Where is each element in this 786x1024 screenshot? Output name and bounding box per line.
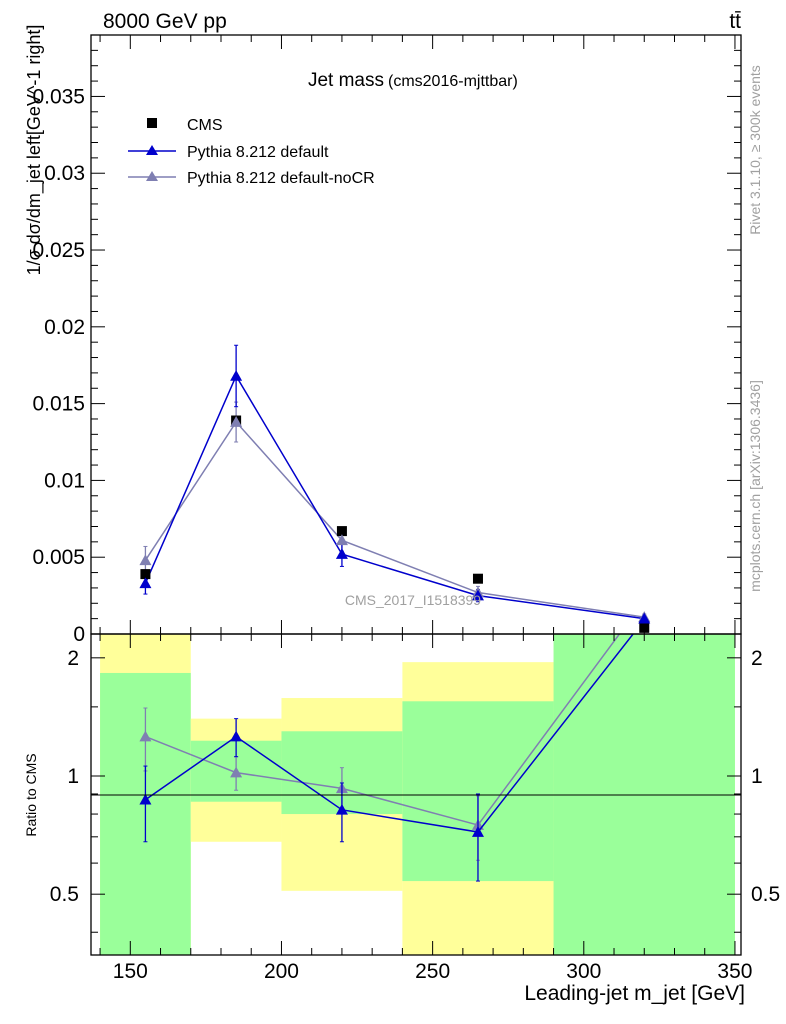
ratio-y-axis-label: Ratio to CMS [23,753,39,836]
main-series-layer [139,344,651,633]
main-y-tick-label: 0.015 [32,393,85,416]
header-left: 8000 GeV pp [103,10,227,33]
legend-label-cms: CMS [187,117,223,134]
ratio-point-nocr [139,730,152,742]
cms-data-point [336,526,347,537]
rivet-version-text: Rivet 3.1.10, ≥ 300k events [747,65,763,235]
main-point-default [230,369,243,381]
legend-label-nocr: Pythia 8.212 default-noCR [187,170,375,187]
ratio-point-default [230,730,243,742]
main-point-nocr [230,416,243,427]
main-point-default [335,548,348,559]
main-point-nocr [335,534,348,546]
ratio-point-nocr [230,766,243,778]
legend-marker-default [146,145,158,155]
ratio-y-tick-label-left: 0.5 [50,883,79,906]
header-right: tt̄ [729,10,741,33]
main-y-tick-label: 0.02 [44,316,85,339]
ratio-y-tick-label-right: 1 [751,765,763,788]
main-line-nocr [144,420,645,618]
ratio-y-tick-label-left: 2 [67,647,79,670]
legend: CMS Pythia 8.212 default Pythia 8.212 de… [128,117,375,187]
axis-tick-labels: 0 0.005 0.01 0.015 0.02 0.025 0.03 0.035 150 200 2… [32,85,780,983]
ratio-point-default [471,826,484,837]
main-y-tick-label: 0.005 [32,546,85,569]
analysis-watermark: CMS_2017_I1518399 [345,592,481,608]
main-point-default [638,612,651,624]
ratio-y-tick-label-right: 2 [751,647,763,670]
main-y-axis-label: 1/σ dσ/dm_jet left[GeV^-1 right] [24,25,45,276]
axis-ticks [91,35,741,955]
chart-title: Jet mass [308,70,384,91]
cms-data-point [140,569,151,580]
mcplots-reference-text: mcplots.cern.ch [arXiv:1306.3436] [747,380,763,592]
main-point-default [139,577,152,589]
main-y-tick-label: 0.01 [44,469,85,492]
chart-subtitle: (cms2016-mjttbar) [388,73,518,90]
x-tick-label: 350 [717,960,752,983]
main-point-default [471,589,484,601]
x-axis-label: Leading-jet m_jet [GeV] [524,982,745,1005]
legend-marker-cms [147,118,157,128]
main-y-tick-label: 0 [73,623,85,646]
ratio-y-tick-label-left: 1 [67,765,79,788]
main-y-tick-label: 0.025 [32,239,85,262]
x-tick-label: 150 [113,960,148,983]
main-y-tick-label: 0.03 [44,162,85,185]
ratio-point-default [335,803,348,815]
ratio-y-tick-label-right: 0.5 [751,883,780,906]
main-line-default [144,374,645,620]
x-tick-label: 300 [566,960,601,983]
ratio-series-layer [139,634,635,882]
cms-data-point [472,573,483,584]
main-y-tick-label: 0.035 [32,85,85,108]
legend-label-default: Pythia 8.212 default [187,144,329,161]
x-tick-label: 200 [264,960,299,983]
x-tick-label: 250 [415,960,450,983]
main-point-nocr [139,554,152,566]
ratio-point-default [139,793,152,805]
legend-marker-nocr [146,171,158,181]
